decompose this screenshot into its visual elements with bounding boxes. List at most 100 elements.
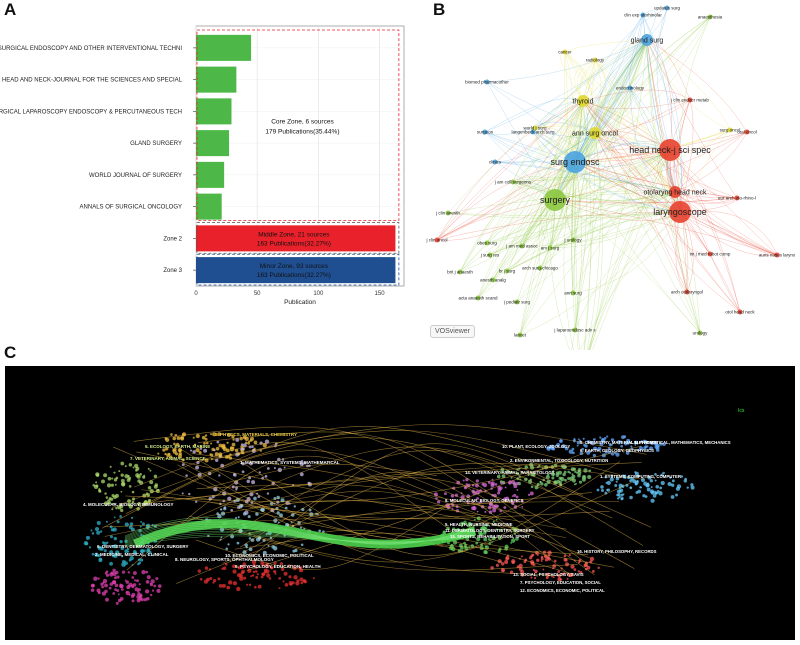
category-label: Zone 2 [163, 236, 182, 242]
node-label: j surg res [480, 253, 500, 258]
map-dot [132, 491, 135, 494]
map-dot [126, 591, 130, 595]
node-label: j urology [563, 238, 582, 243]
map-dot [233, 473, 236, 476]
citing-cluster-label: 10. ECONOMICS, ECONOMIC, POLITICAL [225, 553, 314, 558]
map-dot [313, 577, 315, 579]
map-dot [599, 436, 601, 438]
map-dot [248, 440, 250, 442]
node-label: lancet [514, 333, 527, 338]
map-dot [90, 529, 92, 531]
map-dot [209, 453, 211, 455]
core-zone-count: 179 Publications(35.44%) [265, 128, 339, 135]
map-dot [243, 512, 247, 516]
node-label: auris nasus larynx [759, 253, 796, 258]
map-dot [621, 435, 625, 439]
map-dot [671, 484, 674, 487]
map-dot [677, 484, 681, 488]
map-dot [618, 496, 620, 498]
map-dot [274, 467, 276, 469]
node-label: otolaryng head neck [643, 189, 707, 196]
map-dot [118, 593, 120, 595]
map-dot [483, 483, 487, 487]
map-dot [131, 585, 134, 588]
map-dot [569, 554, 571, 556]
cited-cluster-label: 6. EARTH, GEOLOGY, GEOPHYSICS [580, 448, 654, 453]
map-dot [636, 480, 639, 483]
map-dot [597, 489, 600, 492]
map-dot [193, 437, 195, 439]
node-label: anesth analg [480, 278, 506, 283]
map-dot [196, 434, 200, 438]
map-dot [113, 472, 115, 474]
map-dot [264, 569, 267, 572]
map-dot [103, 473, 107, 477]
node-label: endocrinology [616, 86, 645, 91]
map-dot [216, 447, 220, 451]
map-dot [205, 566, 208, 569]
map-dot [251, 480, 255, 484]
node-label: gland surg [631, 37, 664, 44]
map-dot [504, 560, 508, 564]
node-label: surg oncol [720, 128, 741, 133]
map-dot [646, 483, 650, 487]
map-dot [267, 467, 270, 470]
map-dot [607, 489, 610, 492]
map-dot [190, 450, 192, 452]
map-dot [152, 590, 154, 592]
map-dot [259, 471, 261, 473]
map-dot [474, 519, 476, 521]
map-dot [247, 480, 250, 483]
map-dot [257, 573, 259, 575]
network-edge [647, 40, 730, 130]
map-dot [577, 445, 579, 447]
node-label: ann surg oncol [572, 130, 618, 137]
map-dot [619, 488, 623, 492]
map-dot [133, 571, 137, 575]
map-dot [537, 554, 539, 556]
map-dot [111, 528, 114, 531]
map-dot [115, 507, 117, 509]
map-dot [107, 483, 111, 487]
map-dot [300, 582, 303, 585]
map-dot [170, 433, 173, 436]
map-dot [146, 580, 150, 584]
map-dot [558, 471, 562, 475]
map-dot [444, 492, 447, 495]
map-dot [530, 479, 532, 481]
map-dot [570, 565, 574, 569]
map-dot [86, 536, 90, 540]
map-dot [491, 481, 495, 485]
map-dot [116, 602, 119, 605]
map-dot [150, 583, 153, 586]
citing-cluster-label: 6. DENTISTRY, DERMATOLOGY, SURGERY [97, 544, 189, 549]
map-dot [629, 496, 633, 500]
map-dot [554, 560, 557, 563]
node-label: j am med assoc [505, 244, 538, 249]
map-dot [165, 438, 169, 442]
map-dot [129, 463, 132, 466]
map-dot [132, 466, 134, 468]
map-dot [258, 585, 262, 589]
map-dot [282, 580, 284, 582]
map-dot [569, 450, 573, 454]
map-dot [131, 576, 134, 579]
map-dot [530, 492, 534, 496]
map-dot [116, 477, 119, 480]
map-dot [124, 565, 126, 567]
citing-cluster-label: 1. MATHEMATICS, SYSTEMS, MATHEMATICAL [240, 460, 340, 465]
map-dot [218, 444, 222, 448]
map-dot [273, 519, 277, 523]
map-dot [104, 590, 107, 593]
map-dot [120, 584, 124, 588]
map-dot [225, 547, 228, 550]
map-dot [485, 545, 487, 547]
map-dot [125, 465, 127, 467]
map-dot [242, 470, 245, 473]
map-dot [129, 485, 132, 488]
map-dot [154, 475, 157, 478]
map-dot [134, 579, 136, 581]
map-dot [275, 573, 277, 575]
map-dot [136, 579, 139, 582]
